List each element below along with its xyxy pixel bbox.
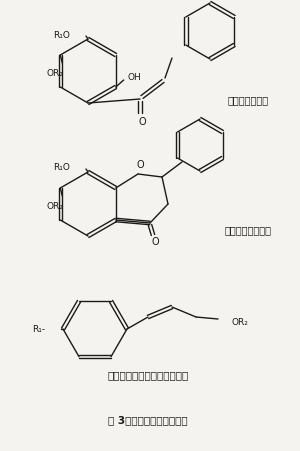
Text: O: O [138,117,146,127]
Text: R₁-: R₁- [32,325,45,334]
Text: O: O [136,160,144,170]
Text: OR₂: OR₂ [47,69,64,78]
Text: 図 3　有効成分の推定構造: 図 3 有効成分の推定構造 [108,414,188,424]
Text: O: O [151,236,159,246]
Text: R₁O: R₁O [53,30,70,39]
Text: R₁O: R₁O [53,163,70,172]
Text: フラバノン誘導体: フラバノン誘導体 [224,225,272,235]
Text: フェニルプロパノイド誘導体: フェニルプロパノイド誘導体 [107,369,189,379]
Text: OH: OH [128,74,142,83]
Text: カルコン誘導体: カルコン誘導体 [227,95,268,105]
Text: OR₂: OR₂ [232,318,249,327]
Text: OR₂: OR₂ [47,202,64,211]
